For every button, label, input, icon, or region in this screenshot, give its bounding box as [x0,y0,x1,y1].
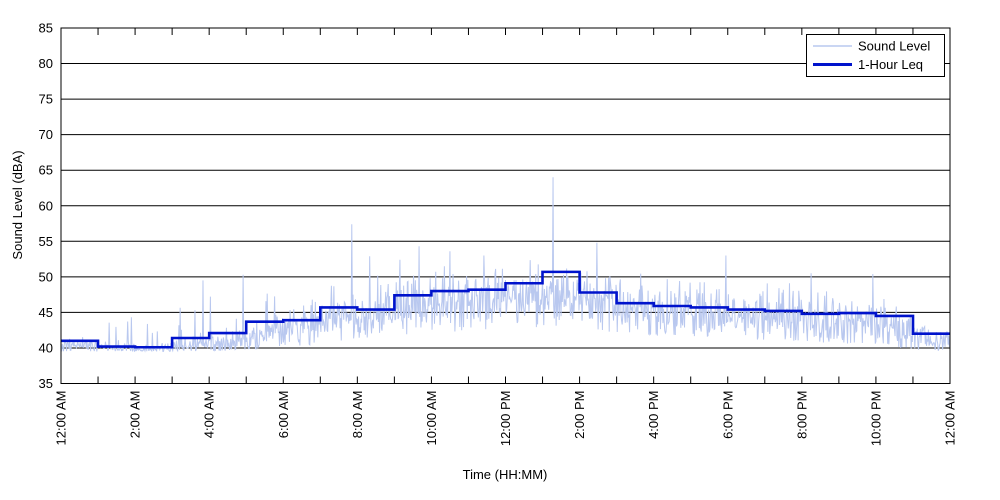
legend-box [806,34,945,77]
y-tick-label: 60 [39,198,53,213]
legend-entry-1-hour-leq: 1-Hour Leq [813,57,923,72]
y-tick-label: 50 [39,269,53,284]
x-tick-label: 8:00 AM [350,391,365,439]
y-tick-label: 65 [39,163,53,178]
tick-labels: 35 40 45 50 55 60 65 70 75 80 85 12:00 AM 2:00 AM 4:0… [39,21,958,447]
x-tick-label: 8:00 PM [794,391,809,439]
x-axis-title: Time (HH:MM) [463,467,548,482]
leq-series [61,270,950,349]
x-tick-label: 12:00 AM [54,391,69,446]
y-tick-label: 35 [39,376,53,391]
legend-label-1-hour-leq: 1-Hour Leq [858,57,923,72]
y-tick-label: 85 [39,21,53,36]
legend: Sound Level 1-Hour Leq [806,34,945,77]
legend-label-sound-level: Sound Level [858,39,930,54]
x-tick-label: 12:00 AM [943,391,958,446]
y-tick-label: 40 [39,340,53,355]
sound-level-series [60,177,951,353]
legend-entry-sound-level: Sound Level [813,39,930,54]
x-tick-label: 4:00 PM [646,391,661,439]
x-tick-label: 10:00 PM [868,391,883,447]
y-tick-label: 45 [39,305,53,320]
x-tick-label: 6:00 PM [720,391,735,439]
y-axis-title: Sound Level (dBA) [10,150,25,259]
y-tick-label: 75 [39,92,53,107]
x-tick-label: 4:00 AM [202,391,217,439]
y-tick-label: 80 [39,56,53,71]
x-tick-label: 6:00 AM [276,391,291,439]
x-tick-label: 2:00 AM [128,391,143,439]
y-tick-label: 70 [39,127,53,142]
plot-area-border [60,27,951,384]
x-tick-label: 12:00 PM [498,391,513,447]
y-tick-label: 55 [39,234,53,249]
data-series [60,177,951,353]
gridlines [61,63,950,349]
x-tick-label: 2:00 PM [572,391,587,439]
x-tick-label: 10:00 AM [424,391,439,446]
